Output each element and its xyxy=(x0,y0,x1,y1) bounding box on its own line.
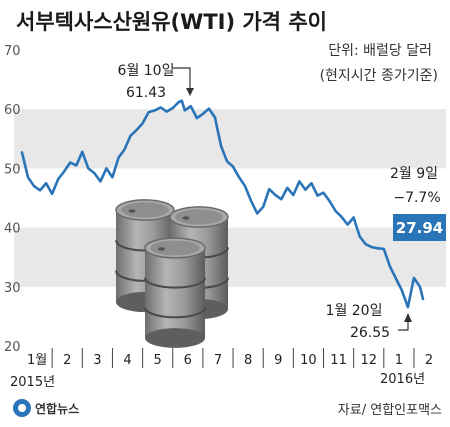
annotation-latest-change: −7.7% xyxy=(393,190,440,206)
annotation-peak-arrowhead xyxy=(186,88,194,96)
x-tick-label: 12 xyxy=(360,353,377,368)
annotation-low-date: 1월 20일 xyxy=(326,303,383,319)
y-tick-label: 40 xyxy=(4,222,21,237)
x-tick-label: 7 xyxy=(214,353,222,368)
price-series-line xyxy=(20,99,425,309)
x-tick-label: 1 xyxy=(395,353,403,368)
year-label-2015: 2015년 xyxy=(10,375,55,390)
oil-barrel xyxy=(144,237,206,348)
unit-note: (현지시간 종가기준) xyxy=(320,68,438,84)
x-tick-label: 11 xyxy=(330,353,347,368)
y-tick-label: 70 xyxy=(4,44,21,59)
y-tick-label: 20 xyxy=(4,340,21,355)
annotation-peak-arrow xyxy=(173,67,191,92)
callout-box xyxy=(393,214,446,241)
x-tick-label: 9 xyxy=(274,353,282,368)
unit-label: 단위: 배럴당 달러 xyxy=(328,43,432,59)
oil-barrels-illustration xyxy=(115,199,229,348)
annotation-peak-value: 61.43 xyxy=(126,85,166,101)
y-tick-label: 50 xyxy=(4,162,21,177)
y-tick-label: 60 xyxy=(4,103,21,118)
background-bands xyxy=(14,109,446,287)
chart-title: 서부텍사스산원유(WTI) 가격 추이 xyxy=(16,10,327,34)
x-tick-label: 8 xyxy=(244,353,252,368)
annotation-low-value: 26.55 xyxy=(350,325,390,341)
x-tick-label: 2 xyxy=(425,353,433,368)
annotation-peak-date: 6월 10일 xyxy=(118,63,175,79)
y-axis-ticks: 20 30 40 50 60 70 xyxy=(4,44,21,355)
annotation-peak: 6월 10일 61.43 xyxy=(118,63,194,101)
x-axis-ticks: 1월 2 3 4 5 6 7 8 9 10 11 12 1 2 xyxy=(27,348,433,368)
yonhap-logo: 연합뉴스 xyxy=(13,399,79,417)
logo-text: 연합뉴스 xyxy=(35,401,79,416)
callout-value: 27.94 xyxy=(396,219,443,237)
x-tick-label: 3 xyxy=(93,353,101,368)
x-tick-label: 1월 xyxy=(27,353,47,368)
grid-band xyxy=(14,227,446,287)
x-tick-label: 6 xyxy=(184,353,192,368)
annotation-low: 1월 20일 26.55 xyxy=(326,303,412,341)
x-tick-label: 4 xyxy=(123,353,131,368)
yonhap-logo-icon-inner xyxy=(18,404,26,412)
annotation-low-arrowhead xyxy=(404,313,412,322)
source-label: 자료/ 연합인포맥스 xyxy=(338,403,442,418)
y-tick-label: 30 xyxy=(4,281,21,296)
x-tick-label: 10 xyxy=(300,353,317,368)
annotation-latest-date: 2월 9일 xyxy=(390,166,438,182)
annotation-latest: 2월 9일 −7.7% 27.94 xyxy=(390,166,446,241)
x-tick-label: 5 xyxy=(154,353,162,368)
year-label-2016: 2016년 xyxy=(380,372,425,387)
x-tick-label: 2 xyxy=(63,353,71,368)
